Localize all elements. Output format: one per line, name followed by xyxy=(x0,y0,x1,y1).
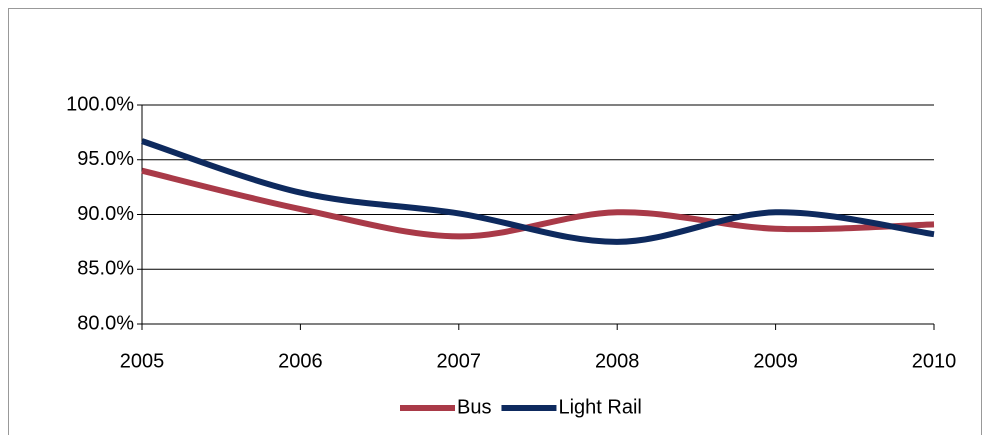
x-tick-label: 2006 xyxy=(278,350,323,372)
line-series xyxy=(141,167,935,240)
legend-label: Bus xyxy=(457,396,491,418)
y-tick-label: 90.0% xyxy=(77,203,134,225)
y-tick-label: 80.0% xyxy=(77,312,134,334)
legend-label: Light Rail xyxy=(558,396,641,418)
x-tick-label: 2008 xyxy=(595,350,640,372)
y-tick-label: 85.0% xyxy=(77,258,134,280)
x-tick-label: 2009 xyxy=(753,350,798,372)
line-series xyxy=(141,138,935,245)
x-tick-label: 2005 xyxy=(120,350,165,372)
chart-frame xyxy=(8,8,982,435)
x-tick-label: 2010 xyxy=(912,350,957,372)
y-tick-label: 95.0% xyxy=(77,148,134,170)
x-tick-label: 2007 xyxy=(437,350,482,372)
y-tick-label: 100.0% xyxy=(66,93,134,115)
